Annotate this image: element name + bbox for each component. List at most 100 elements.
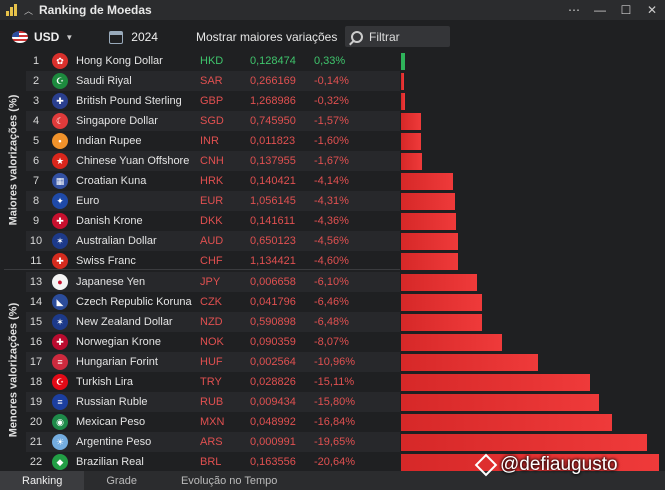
table-row[interactable]: 10 ✶ Australian Dollar AUD 0,650123 -4,56% (26, 231, 400, 251)
change-cell: -0,14% (314, 75, 349, 87)
table-row[interactable]: 22 ◆ Brazilian Real BRL 0,163556 -20,64% (26, 452, 400, 472)
watermark-text: @defiaugusto (500, 454, 618, 475)
variation-bar (401, 233, 458, 250)
rank-cell: 15 (29, 316, 43, 328)
currency-name-cell: Chinese Yuan Offshore (76, 155, 190, 167)
currency-label: USD (34, 30, 60, 44)
table-row[interactable]: 17 ≡ Hungarian Forint HUF 0,002564 -10,96% (26, 352, 400, 372)
table-row[interactable]: 9 ✚ Danish Krone DKK 0,141611 -4,36% (26, 211, 400, 231)
rank-cell: 13 (29, 276, 43, 288)
currency-name-cell: Hungarian Forint (76, 356, 158, 368)
change-cell: -6,10% (314, 276, 349, 288)
table-row[interactable]: 5 • Indian Rupee INR 0,011823 -1,60% (26, 131, 400, 151)
year-select[interactable]: 2024 (109, 30, 158, 44)
variation-bar-chart (400, 51, 665, 471)
currency-code-cell: HRK (200, 175, 224, 187)
currency-code-cell: SAR (200, 75, 223, 87)
show-top-variations-toggle[interactable]: Mostrar maiores variações (195, 30, 338, 44)
currency-name-cell: Brazilian Real (76, 456, 144, 468)
price-cell: 0,009434 (250, 396, 296, 408)
variation-bar (401, 374, 590, 391)
currency-name-cell: Turkish Lira (76, 376, 134, 388)
currency-name-cell: New Zealand Dollar (76, 316, 173, 328)
variation-bar (401, 253, 458, 270)
flag-icon: ✚ (52, 253, 68, 269)
variation-bar (401, 53, 405, 70)
currency-code-cell: CZK (200, 296, 222, 308)
currency-code-cell: GBP (200, 95, 224, 107)
tab-evolution[interactable]: Evolução no Tempo (180, 474, 278, 487)
currency-name-cell: British Pound Sterling (76, 95, 182, 107)
table-row[interactable]: 4 ☾ Singapore Dollar SGD 0,745950 -1,57% (26, 111, 400, 131)
price-cell: 0,000991 (250, 436, 296, 448)
rank-cell: 21 (29, 436, 43, 448)
close-icon[interactable]: ✕ (646, 3, 658, 17)
table-row[interactable]: 11 ✚ Swiss Franc CHF 1,134421 -4,60% (26, 251, 400, 271)
tab-grade[interactable]: Grade (106, 474, 137, 487)
change-cell: -1,60% (314, 135, 349, 147)
table-row[interactable]: 20 ◉ Mexican Peso MXN 0,048992 -16,84% (26, 412, 400, 432)
table-row[interactable]: 18 ☪ Turkish Lira TRY 0,028826 -15,11% (26, 372, 400, 392)
more-options-icon[interactable]: ⋯ (568, 3, 580, 17)
change-cell: -8,07% (314, 336, 349, 348)
table-row[interactable]: 8 ✦ Euro EUR 1,056145 -4,31% (26, 191, 400, 211)
calendar-icon (109, 30, 124, 44)
currency-code-cell: ARS (200, 436, 223, 448)
price-cell: 0,266169 (250, 75, 296, 87)
title-bar: ︿ Ranking de Moedas ⋯ — ☐ ✕ (0, 0, 665, 20)
filter-input[interactable]: Filtrar (345, 26, 450, 47)
table-row[interactable]: 19 ≡ Russian Ruble RUB 0,009434 -15,80% (26, 392, 400, 412)
price-cell: 0,128474 (250, 55, 296, 67)
table-row[interactable]: 6 ★ Chinese Yuan Offshore CNH 0,137955 -1,67% (26, 151, 400, 171)
top-group-label: Maiores valorizações (%) (0, 51, 26, 269)
currency-code-cell: DKK (200, 215, 223, 227)
tab-ranking[interactable]: Ranking (0, 471, 85, 490)
currency-code-cell: HKD (200, 55, 224, 67)
flag-icon: ★ (52, 153, 68, 169)
collapse-chevron-icon[interactable]: ︿ (24, 5, 34, 16)
rank-cell: 4 (32, 115, 40, 127)
currency-name-cell: Saudi Riyal (76, 75, 132, 87)
change-cell: -10,96% (314, 356, 355, 368)
minimize-icon[interactable]: — (594, 3, 606, 17)
rank-cell: 1 (32, 55, 40, 67)
variation-bar (401, 213, 456, 230)
rank-cell: 17 (29, 356, 43, 368)
change-cell: -1,67% (314, 155, 349, 167)
table-row[interactable]: 1 ✿ Hong Kong Dollar HKD 0,128474 0,33% (26, 51, 400, 71)
currency-code-cell: MXN (200, 416, 225, 428)
table-row[interactable]: 2 ☪ Saudi Riyal SAR 0,266169 -0,14% (26, 71, 400, 91)
table-row[interactable]: 13 ● Japanese Yen JPY 0,006658 -6,10% (26, 272, 400, 292)
price-cell: 1,134421 (250, 255, 296, 267)
currency-name-cell: Australian Dollar (76, 235, 157, 247)
change-cell: -1,57% (314, 115, 349, 127)
table-row[interactable]: 21 ☀ Argentine Peso ARS 0,000991 -19,65% (26, 432, 400, 452)
variation-bar (401, 454, 659, 471)
flag-icon: ✶ (52, 233, 68, 249)
rank-cell: 7 (32, 175, 40, 187)
variation-bar (401, 193, 455, 210)
price-cell: 0,002564 (250, 356, 296, 368)
variation-bar (401, 414, 612, 431)
rank-cell: 9 (32, 215, 40, 227)
currency-select[interactable]: USD ▼ (12, 30, 73, 44)
change-cell: -15,11% (314, 376, 355, 388)
chart-bars-icon (6, 4, 18, 16)
table-row[interactable]: 14 ◣ Czech Republic Koruna CZK 0,041796 -6,46… (26, 292, 400, 312)
year-label: 2024 (131, 30, 158, 44)
change-cell: -4,60% (314, 255, 349, 267)
table-row[interactable]: 3 ✚ British Pound Sterling GBP 1,268986 -0,32… (26, 91, 400, 111)
change-cell: -4,31% (314, 195, 349, 207)
currency-code-cell: INR (200, 135, 219, 147)
table-row[interactable]: 16 ✚ Norwegian Krone NOK 0,090359 -8,07% (26, 332, 400, 352)
table-row[interactable]: 15 ✶ New Zealand Dollar NZD 0,590898 -6,48% (26, 312, 400, 332)
currency-name-cell: Argentine Peso (76, 436, 152, 448)
currency-code-cell: TRY (200, 376, 222, 388)
maximize-icon[interactable]: ☐ (620, 3, 632, 17)
chevron-down-icon: ▼ (65, 32, 74, 42)
currency-code-cell: CHF (200, 255, 223, 267)
variation-bar (401, 314, 482, 331)
rank-cell: 22 (29, 456, 43, 468)
table-row[interactable]: 7 ▦ Croatian Kuna HRK 0,140421 -4,14% (26, 171, 400, 191)
variation-bar (401, 133, 421, 150)
